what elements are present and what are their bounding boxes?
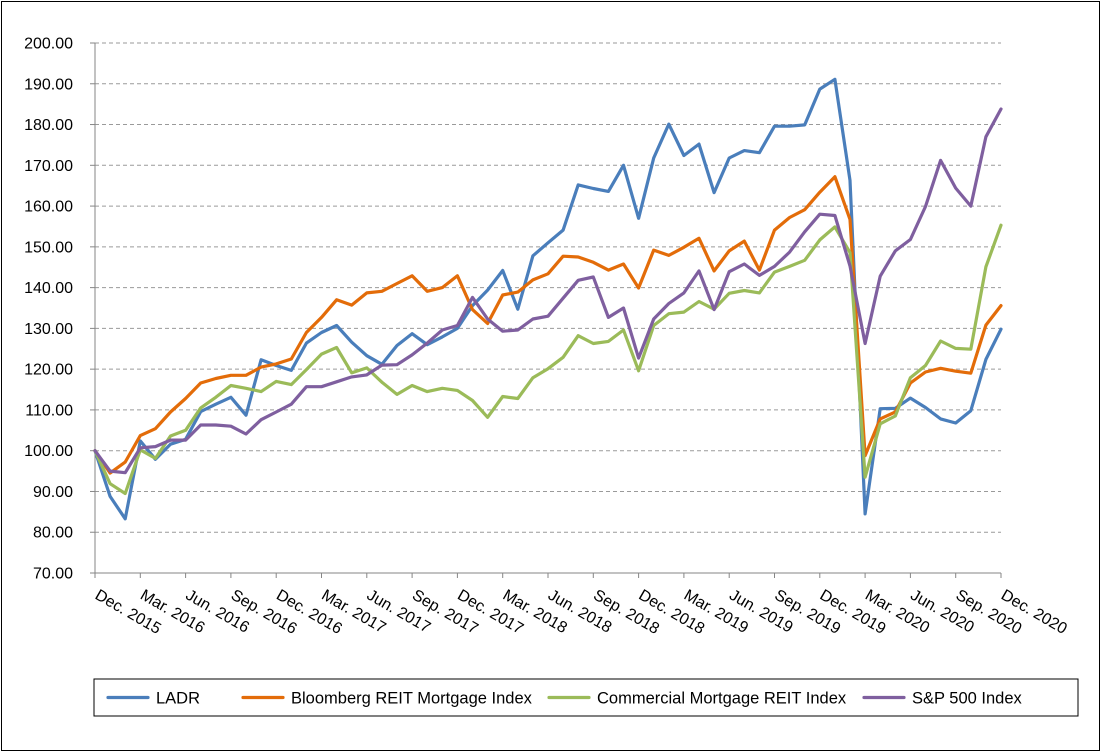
y-tick-label: 80.00 — [33, 525, 73, 542]
y-tick-label: 90.00 — [33, 484, 73, 501]
y-tick-label: 70.00 — [33, 566, 73, 583]
series-line-s-p-500-index — [93, 107, 1003, 475]
legend-label: LADR — [156, 690, 200, 708]
y-tick-label: 150.00 — [24, 239, 73, 256]
series-lines — [93, 77, 1003, 521]
y-tick-label: 110.00 — [25, 402, 73, 419]
y-tick-label: 170.00 — [24, 158, 73, 175]
series-line-ladr — [93, 77, 1003, 521]
axes — [90, 42, 1002, 578]
y-tick-label: 200.00 — [24, 36, 73, 53]
y-tick-label: 160.00 — [24, 199, 73, 216]
series-line-commercial-mortgage-reit-index — [93, 223, 1003, 496]
y-tick-label: 140.00 — [24, 280, 73, 297]
y-tick-label: 190.00 — [24, 76, 73, 93]
y-tick-label: 100.00 — [24, 443, 73, 460]
y-tick-label: 130.00 — [24, 321, 73, 338]
legend-label: S&P 500 Index — [912, 690, 1023, 708]
y-tick-label: 180.00 — [24, 117, 73, 134]
y-tick-label: 120.00 — [24, 362, 73, 379]
legend-label: Bloomberg REIT Mortgage Index — [291, 690, 533, 708]
legend-label: Commercial Mortgage REIT Index — [597, 690, 847, 708]
series-line-bloomberg-reit-mortgage-index — [93, 175, 1003, 475]
legend: LADR Bloomberg REIT Mortgage Index Commerc… — [93, 678, 1079, 717]
y-axis-tick-labels: 70.00 80.00 90.00 100.00 110.00 120.00 130.00 1… — [24, 36, 73, 583]
